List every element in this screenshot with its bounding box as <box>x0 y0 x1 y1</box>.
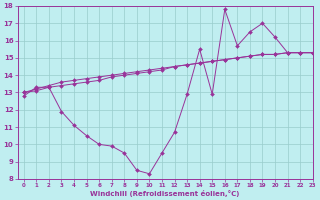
X-axis label: Windchill (Refroidissement éolien,°C): Windchill (Refroidissement éolien,°C) <box>91 190 240 197</box>
